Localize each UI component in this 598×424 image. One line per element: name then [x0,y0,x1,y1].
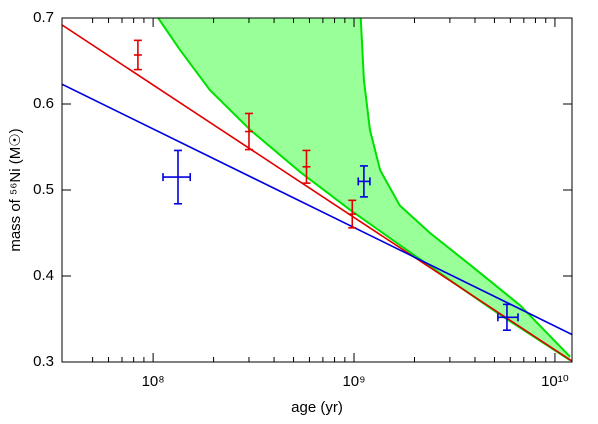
x-axis-label: age (yr) [291,399,343,416]
x-tick-label: 10¹⁰ [541,373,569,390]
y-axis-label: mass of ⁵⁶Ni (M☉) [7,128,24,251]
band-edge [359,18,571,358]
x-tick-label: 10⁹ [342,373,365,390]
fit-line [62,24,572,362]
x-tick-label: 10⁸ [142,373,165,390]
fit-line [62,83,572,336]
y-tick-label: 0.7 [33,9,54,26]
y-tick-label: 0.6 [33,95,54,112]
y-tick-label: 0.4 [33,267,54,284]
y-tick-label: 0.3 [33,353,54,370]
y-tick-label: 0.5 [33,181,54,198]
